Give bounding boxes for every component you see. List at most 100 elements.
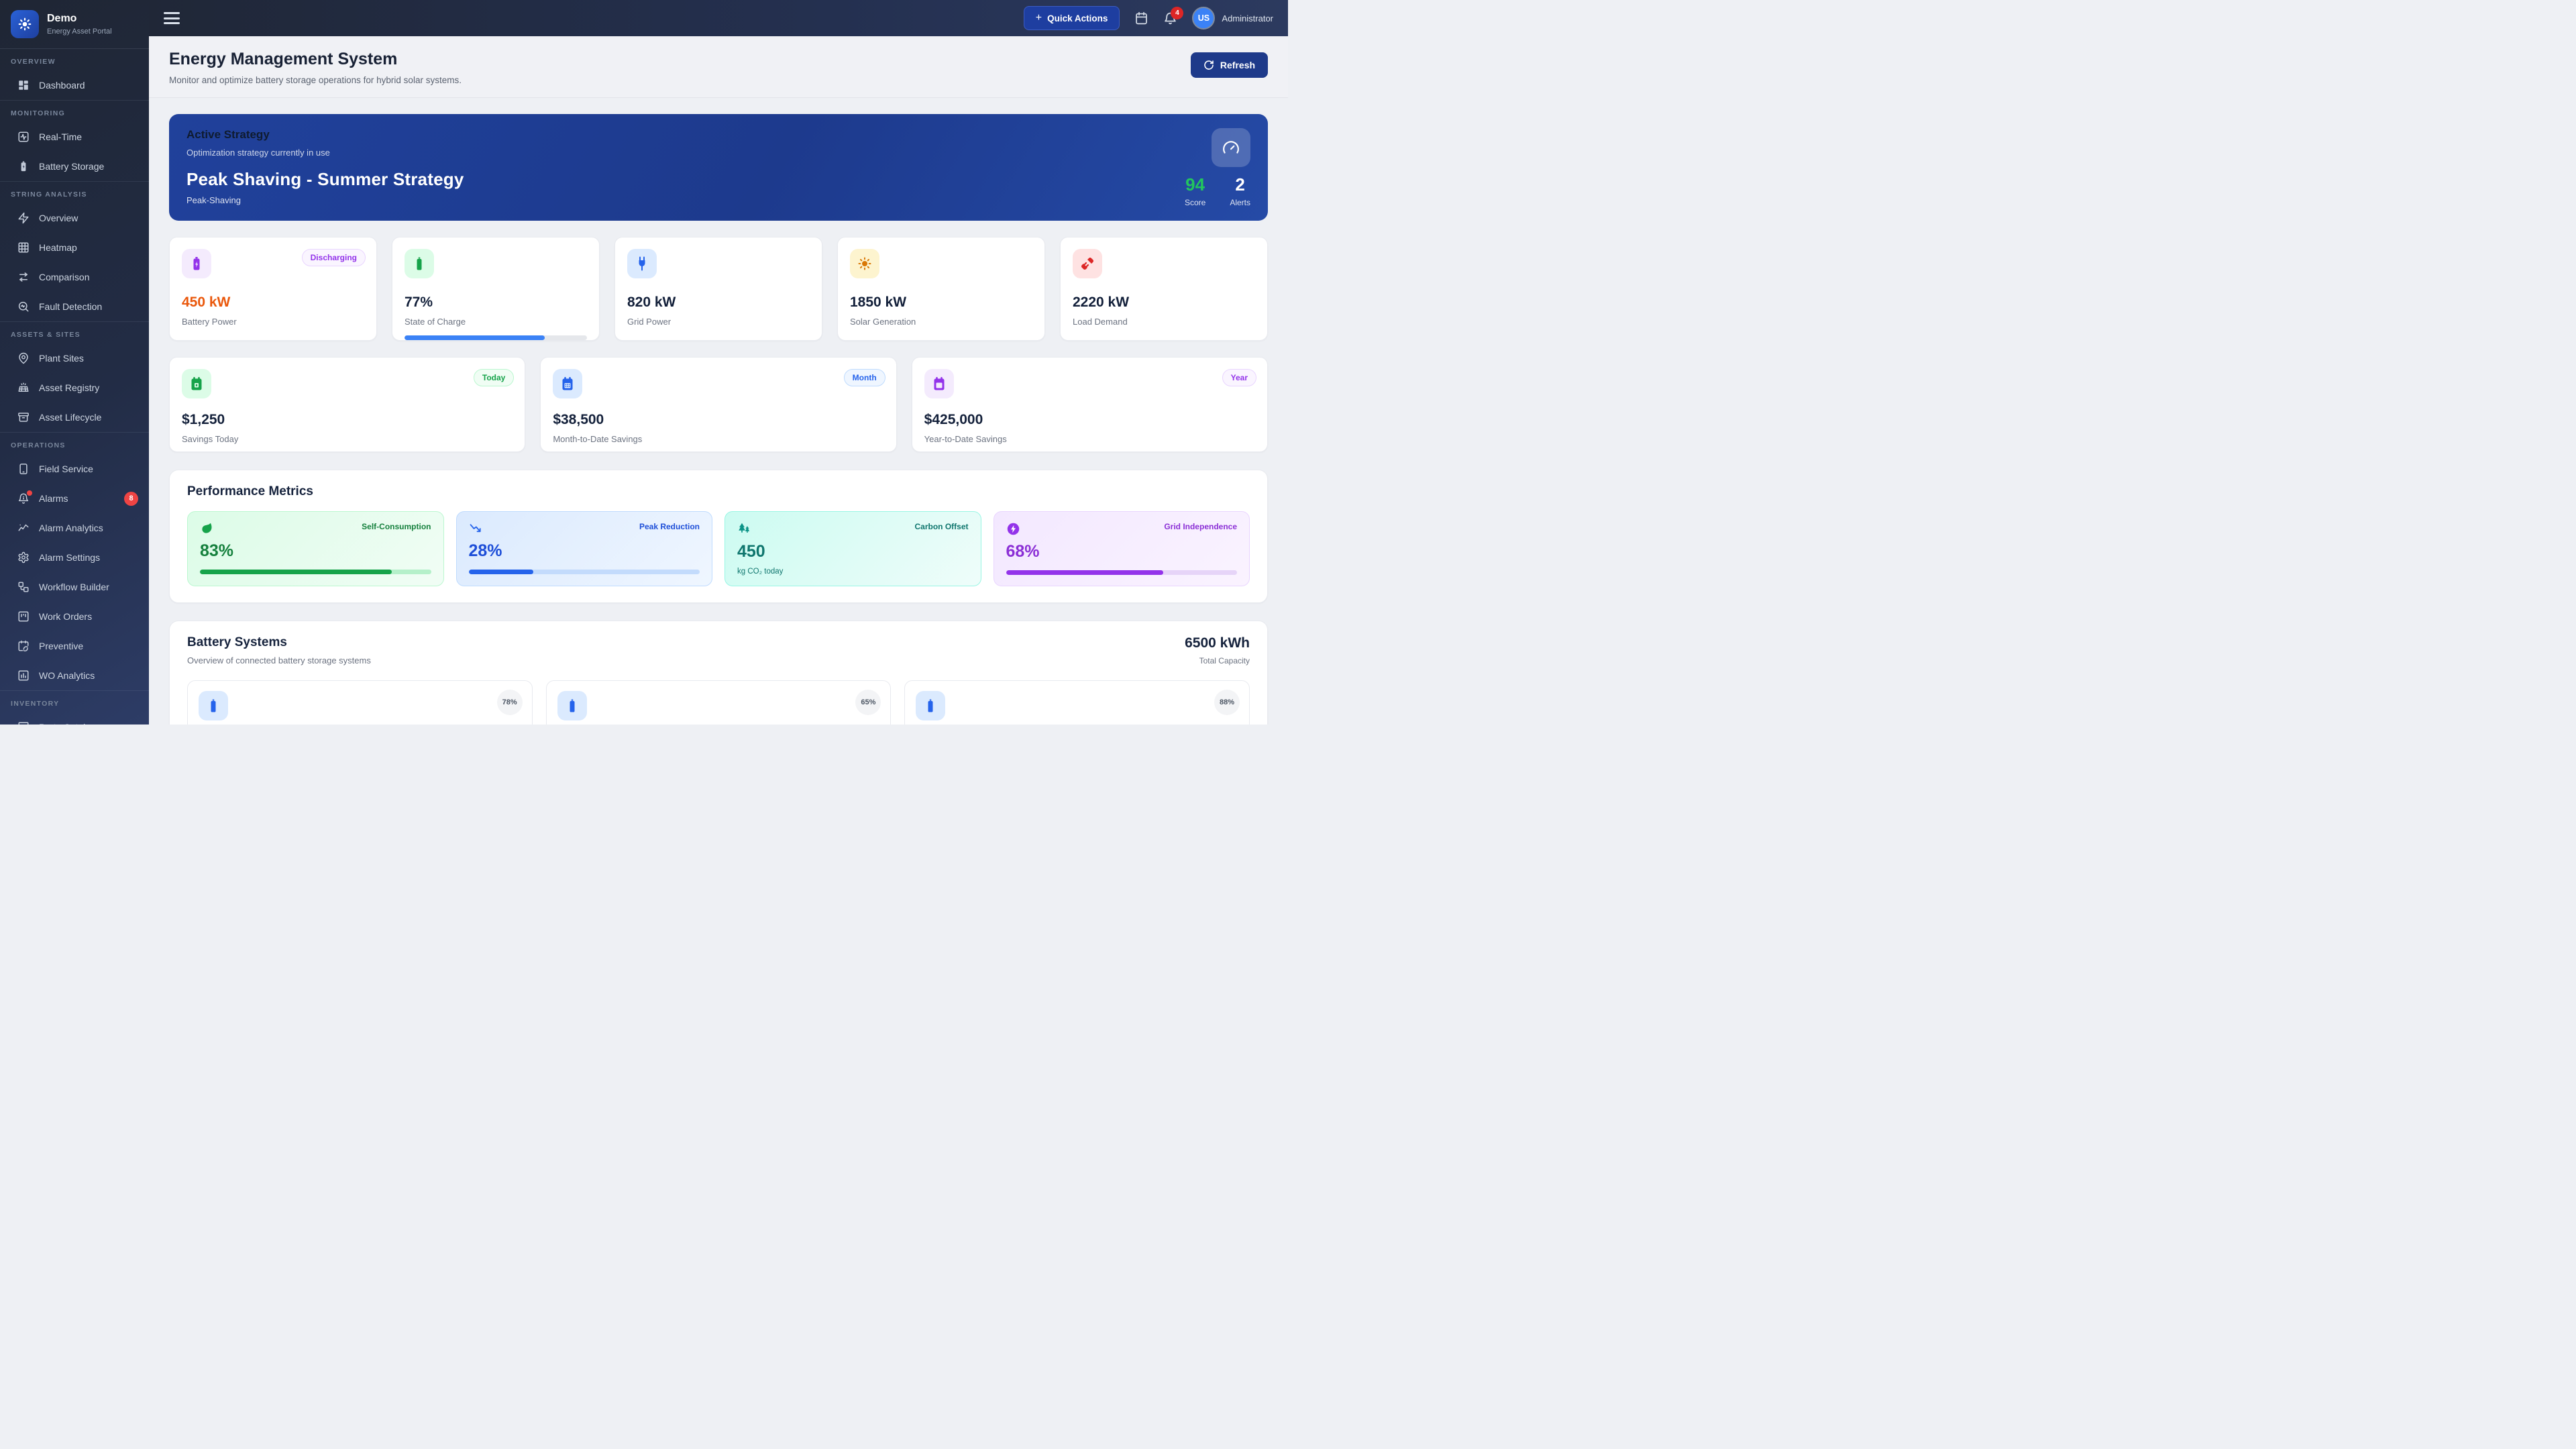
user-menu[interactable]: US Administrator xyxy=(1192,7,1273,30)
sidebar-item-heatmap[interactable]: Heatmap xyxy=(0,233,149,262)
strategy-alerts-value: 2 xyxy=(1235,174,1245,195)
sidebar-item-alarm-analytics[interactable]: Alarm Analytics xyxy=(0,513,149,543)
sidebar-item-label: Parts Catalog xyxy=(39,722,96,724)
sidebar-item-asset-lifecycle[interactable]: Asset Lifecycle xyxy=(0,402,149,432)
quick-actions-button[interactable]: + Quick Actions xyxy=(1023,6,1120,30)
sidebar-item-field-service[interactable]: Field Service xyxy=(0,454,149,484)
sidebar-item-battery-storage[interactable]: Battery Storage xyxy=(0,152,149,181)
nav-section-operations: OPERATIONS Field Service Alarms 8 Alarm … xyxy=(0,432,149,690)
sidebar-item-alarms[interactable]: Alarms 8 xyxy=(0,484,149,513)
sidebar-item-label: Asset Registry xyxy=(39,382,100,393)
savings-row: Today $1,250 Savings Today Month $38,500… xyxy=(169,357,1268,452)
savings-month-card: Month $38,500 Month-to-Date Savings xyxy=(540,357,897,452)
plug-icon xyxy=(627,249,657,278)
brand: Demo Energy Asset Portal xyxy=(0,0,149,49)
sidebar-item-wo-analytics[interactable]: WO Analytics xyxy=(0,661,149,690)
grid-independence-track xyxy=(1006,570,1237,575)
trend-chart-icon xyxy=(17,522,30,534)
battery-systems-section: Battery Systems Overview of connected ba… xyxy=(169,621,1268,724)
sidebar-item-label: Asset Lifecycle xyxy=(39,412,102,423)
trending-down-icon xyxy=(469,522,482,535)
grid-independence-label: Grid Independence xyxy=(1164,522,1237,531)
sidebar-item-overview[interactable]: Overview xyxy=(0,203,149,233)
sidebar-item-label: Heatmap xyxy=(39,242,77,253)
strategy-card-title: Active Strategy xyxy=(186,128,270,141)
savings-today-card: Today $1,250 Savings Today xyxy=(169,357,526,452)
state-of-charge-card: 77% State of Charge xyxy=(392,237,600,341)
total-capacity-value: 6500 kWh xyxy=(1185,635,1250,651)
calendar-days-icon xyxy=(553,369,583,398)
carbon-offset-label: Carbon Offset xyxy=(914,522,969,531)
nav-section-assets-sites: ASSETS & SITES Plant Sites Asset Registr… xyxy=(0,321,149,432)
battery-power-value: 450 kW xyxy=(182,294,231,310)
workflow-icon xyxy=(17,581,30,593)
alarm-dot xyxy=(27,490,32,496)
battery-power-card: Discharging 450 kW Battery Power xyxy=(169,237,377,341)
sidebar-item-label: Field Service xyxy=(39,464,93,474)
state-of-charge-value: 77% xyxy=(405,294,433,310)
battery-icon xyxy=(916,691,946,720)
refresh-button[interactable]: Refresh xyxy=(1190,52,1268,78)
sidebar-item-real-time[interactable]: Real-Time xyxy=(0,122,149,152)
sidebar-item-label: Alarm Settings xyxy=(39,552,101,563)
nav-section-label: STRING ANALYSIS xyxy=(11,191,87,199)
carbon-offset-metric: Carbon Offset 450 kg CO₂ today xyxy=(724,511,981,586)
peak-reduction-label: Peak Reduction xyxy=(639,522,700,531)
nav-section-label: MONITORING xyxy=(11,109,66,117)
refresh-icon xyxy=(1203,60,1214,70)
sidebar-item-fault-detection[interactable]: Fault Detection xyxy=(0,292,149,321)
hamburger-menu-icon[interactable] xyxy=(164,12,180,24)
sidebar-item-preventive[interactable]: Preventive xyxy=(0,631,149,661)
dashboard-icon xyxy=(17,79,30,91)
brand-tagline: Energy Asset Portal xyxy=(47,27,112,36)
load-demand-card: 2220 kW Load Demand xyxy=(1060,237,1268,341)
sidebar-item-work-orders[interactable]: Work Orders xyxy=(0,602,149,631)
solar-generation-card: 1850 kW Solar Generation xyxy=(837,237,1045,341)
search-pulse-icon xyxy=(17,301,30,313)
savings-today-label: Savings Today xyxy=(182,434,239,444)
sidebar-item-label: Fault Detection xyxy=(39,301,103,312)
archive-icon xyxy=(17,411,30,423)
page-title: Energy Management System xyxy=(169,50,398,68)
year-badge: Year xyxy=(1222,369,1256,386)
notifications-bell-icon[interactable]: 4 xyxy=(1163,6,1184,25)
load-demand-label: Load Demand xyxy=(1073,317,1128,327)
sidebar-item-label: Preventive xyxy=(39,641,84,651)
peak-reduction-metric: Peak Reduction 28% xyxy=(455,511,712,586)
sidebar-item-plant-sites[interactable]: Plant Sites xyxy=(0,343,149,373)
sidebar-item-alarm-settings[interactable]: Alarm Settings xyxy=(0,543,149,572)
sidebar-item-workflow-builder[interactable]: Workflow Builder xyxy=(0,572,149,602)
calendar-icon[interactable] xyxy=(1134,11,1148,25)
battery-bank-card: 88% Battery Bank C - BYD Battery-Box xyxy=(904,680,1250,724)
sidebar-item-parts-catalog[interactable]: Parts Catalog xyxy=(0,712,149,724)
carbon-offset-value: 450 xyxy=(737,542,765,561)
sidebar-item-label: Alarms xyxy=(39,493,68,504)
grid-independence-fill xyxy=(1006,570,1163,575)
topbar: + Quick Actions 4 US Administrator xyxy=(149,0,1288,36)
strategy-alerts-label: Alerts xyxy=(1230,198,1250,207)
solar-generation-label: Solar Generation xyxy=(850,317,916,327)
sidebar-item-comparison[interactable]: Comparison xyxy=(0,262,149,292)
calendar-icon xyxy=(924,369,954,398)
bar-chart-icon xyxy=(17,669,30,682)
user-role-label: Administrator xyxy=(1222,13,1273,23)
nav-section-inventory: INVENTORY Parts Catalog xyxy=(0,690,149,724)
sidebar-item-label: Battery Storage xyxy=(39,161,105,172)
activity-icon xyxy=(17,131,30,143)
compare-arrows-icon xyxy=(17,271,30,283)
total-capacity-label: Total Capacity xyxy=(1199,656,1250,665)
strategy-score-value: 94 xyxy=(1185,174,1205,195)
alarms-count-badge: 8 xyxy=(124,491,138,506)
sidebar-item-asset-registry[interactable]: Asset Registry xyxy=(0,373,149,402)
calendar-check-icon xyxy=(182,369,211,398)
brand-name: Demo xyxy=(47,13,77,25)
plus-icon: + xyxy=(1035,12,1042,23)
leaf-icon xyxy=(200,522,213,535)
sidebar-item-label: Alarm Analytics xyxy=(39,523,103,533)
bank-charge-badge: 65% xyxy=(855,690,881,715)
sidebar-item-dashboard[interactable]: Dashboard xyxy=(0,70,149,100)
stats-row: Discharging 450 kW Battery Power 77% Sta… xyxy=(169,237,1268,341)
gauge-icon xyxy=(1212,128,1250,167)
sidebar-item-label: Plant Sites xyxy=(39,353,84,364)
sidebar-nav: OVERVIEW Dashboard MONITORING Real-Time … xyxy=(0,49,149,724)
